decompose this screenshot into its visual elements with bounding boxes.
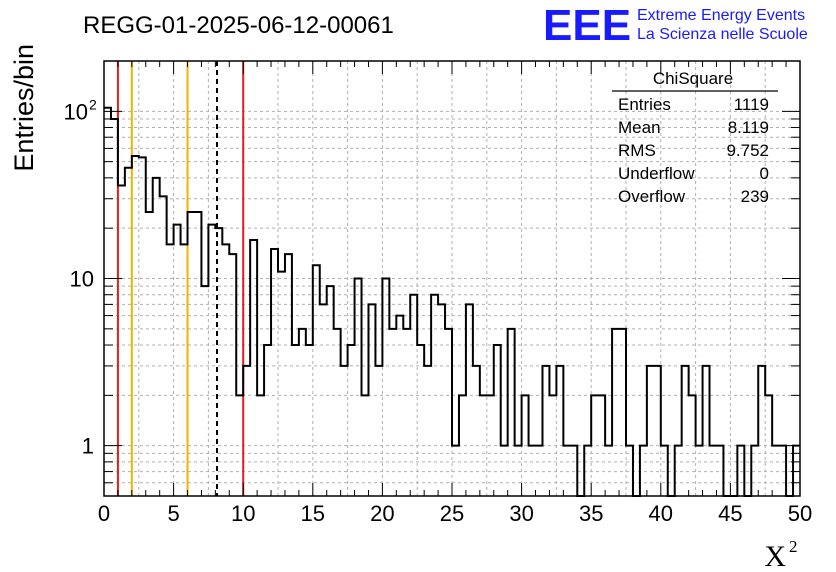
y-tick-label-exponent: 2 (89, 96, 97, 112)
chart-title: REGG-01-2025-06-12-00061 (83, 12, 394, 39)
stats-value-underflow: 0 (760, 164, 769, 183)
x-tick-label: 5 (167, 501, 179, 526)
branding-line1: Extreme Energy Events (637, 7, 805, 24)
stats-label-entries: Entries (618, 95, 671, 114)
stats-label-underflow: Underflow (618, 164, 695, 183)
stats-value-rms: 9.752 (726, 141, 769, 160)
stats-title: ChiSquare (653, 69, 733, 88)
stats-value-mean: 8.119 (728, 118, 769, 137)
y-axis-label: Entries/bin (9, 44, 39, 172)
y-tick-label: 10 (70, 267, 94, 292)
stats-value-overflow: 239 (741, 187, 769, 206)
x-tick-label: 20 (370, 501, 394, 526)
histogram-series (104, 106, 800, 497)
eee-logo: EEE (543, 1, 631, 50)
x-tick-label: 30 (509, 501, 533, 526)
x-axis-label-superscript: 2 (789, 537, 798, 556)
x-tick-labels: 0 5 10 15 20 25 30 35 40 45 50 (98, 501, 812, 526)
x-tick-label: 15 (301, 501, 325, 526)
x-tick-label: 25 (440, 501, 464, 526)
axis-ticks (103, 61, 801, 496)
y-tick-label: 1 (82, 434, 94, 459)
stats-label-rms: RMS (618, 141, 656, 160)
x-tick-label: 40 (649, 501, 673, 526)
x-tick-label: 10 (231, 501, 255, 526)
stats-box: ChiSquare Entries 1119 Mean 8.119 RMS 9.… (612, 69, 778, 206)
y-tick-label: 10 (64, 99, 88, 124)
x-tick-label: 0 (98, 501, 110, 526)
x-tick-label: 50 (788, 501, 812, 526)
stats-label-mean: Mean (618, 118, 661, 137)
branding-line2: La Scienza nelle Scuole (637, 26, 808, 43)
x-axis-label: X (764, 540, 786, 572)
stats-value-entries: 1119 (734, 95, 769, 114)
stats-label-overflow: Overflow (618, 187, 686, 206)
x-tick-label: 45 (718, 501, 742, 526)
x-tick-label: 35 (579, 501, 603, 526)
